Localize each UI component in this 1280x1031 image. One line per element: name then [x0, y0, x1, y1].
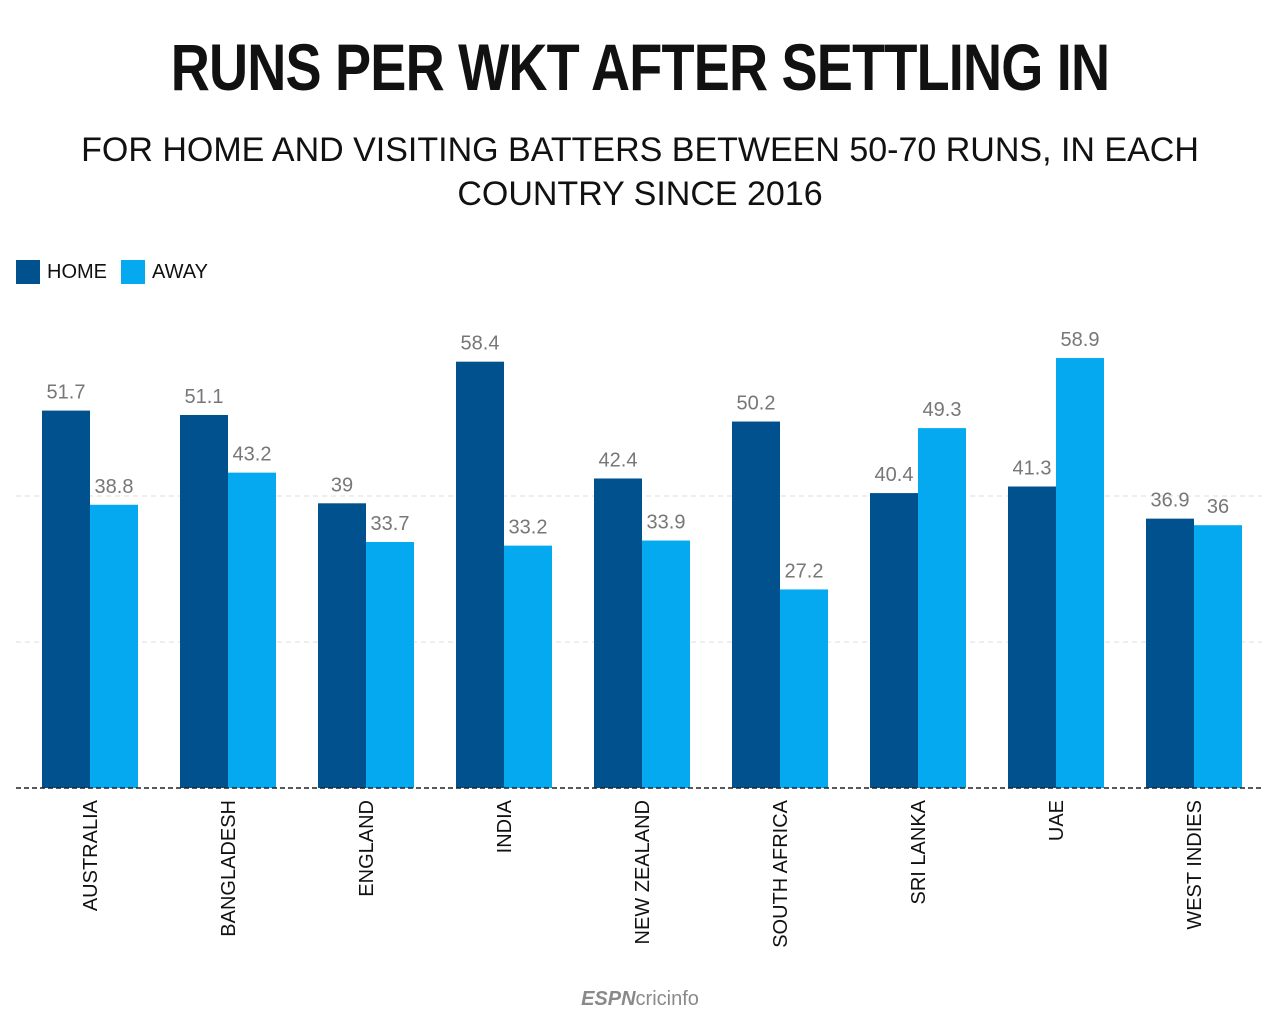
bar-away [642, 540, 690, 788]
bar-home [42, 410, 90, 788]
category-label: NEW ZEALAND [632, 800, 654, 944]
bar-home [180, 414, 228, 788]
category-label: UAE [1046, 800, 1068, 841]
data-label: 36.9 [1151, 490, 1190, 512]
data-label: 40.4 [875, 464, 914, 486]
data-label: 58.4 [461, 333, 500, 355]
legend-swatch-away [121, 260, 145, 284]
bar-away [780, 589, 828, 788]
bar-home [732, 421, 780, 788]
data-label: 43.2 [233, 444, 272, 466]
data-label: 33.9 [647, 512, 686, 534]
category-label: SOUTH AFRICA [770, 799, 792, 947]
category-label: BANGLADESH [218, 800, 240, 937]
category-label: WEST INDIES [1184, 800, 1206, 930]
legend: HOME AWAY [16, 260, 222, 284]
category-label: ENGLAND [356, 800, 378, 897]
data-label: 58.9 [1061, 329, 1100, 351]
bar-away [504, 545, 552, 788]
data-label: 42.4 [599, 449, 638, 471]
data-label: 33.2 [509, 517, 548, 539]
category-label: SRI LANKA [908, 799, 930, 904]
bar-chart: 51.7 38.8 AUSTRALIA 51.1 43.2 BANGLADESH 39 33.… [16, 329, 1264, 948]
data-label: 51.7 [47, 382, 86, 404]
bar-away [918, 428, 966, 788]
bar-away [228, 472, 276, 788]
legend-item-away: AWAY [121, 260, 208, 284]
espncricinfo-logo: ESPNcricinfo [581, 988, 699, 1010]
data-label: 38.8 [95, 476, 134, 498]
data-label: 39 [331, 474, 353, 496]
legend-label-home: HOME [47, 260, 107, 283]
legend-swatch-home [16, 260, 40, 284]
bar-home [1146, 518, 1194, 788]
data-label: 27.2 [785, 560, 824, 582]
bar-home [870, 493, 918, 788]
bar-home [456, 361, 504, 788]
data-label: 41.3 [1013, 458, 1052, 480]
data-label: 49.3 [923, 399, 962, 421]
category-label: AUSTRALIA [80, 799, 102, 911]
bar-away [1194, 525, 1242, 788]
category-label: INDIA [494, 799, 516, 853]
data-label: 51.1 [185, 386, 224, 408]
legend-label-away: AWAY [152, 260, 208, 283]
chart-subtitle: FOR HOME AND VISITING BATTERS BETWEEN 50… [81, 131, 1199, 213]
bar-home [1008, 486, 1056, 788]
bar-away [90, 504, 138, 788]
data-label: 33.7 [371, 513, 410, 535]
bar-home [318, 503, 366, 788]
legend-item-home: HOME [16, 260, 107, 284]
bar-away [366, 541, 414, 788]
bar-away [1056, 358, 1104, 788]
data-label: 36 [1207, 496, 1229, 518]
chart-title: RUNS PER WKT AFTER SETTLING IN [170, 30, 1110, 104]
bar-home [594, 478, 642, 788]
data-label: 50.2 [737, 393, 776, 415]
